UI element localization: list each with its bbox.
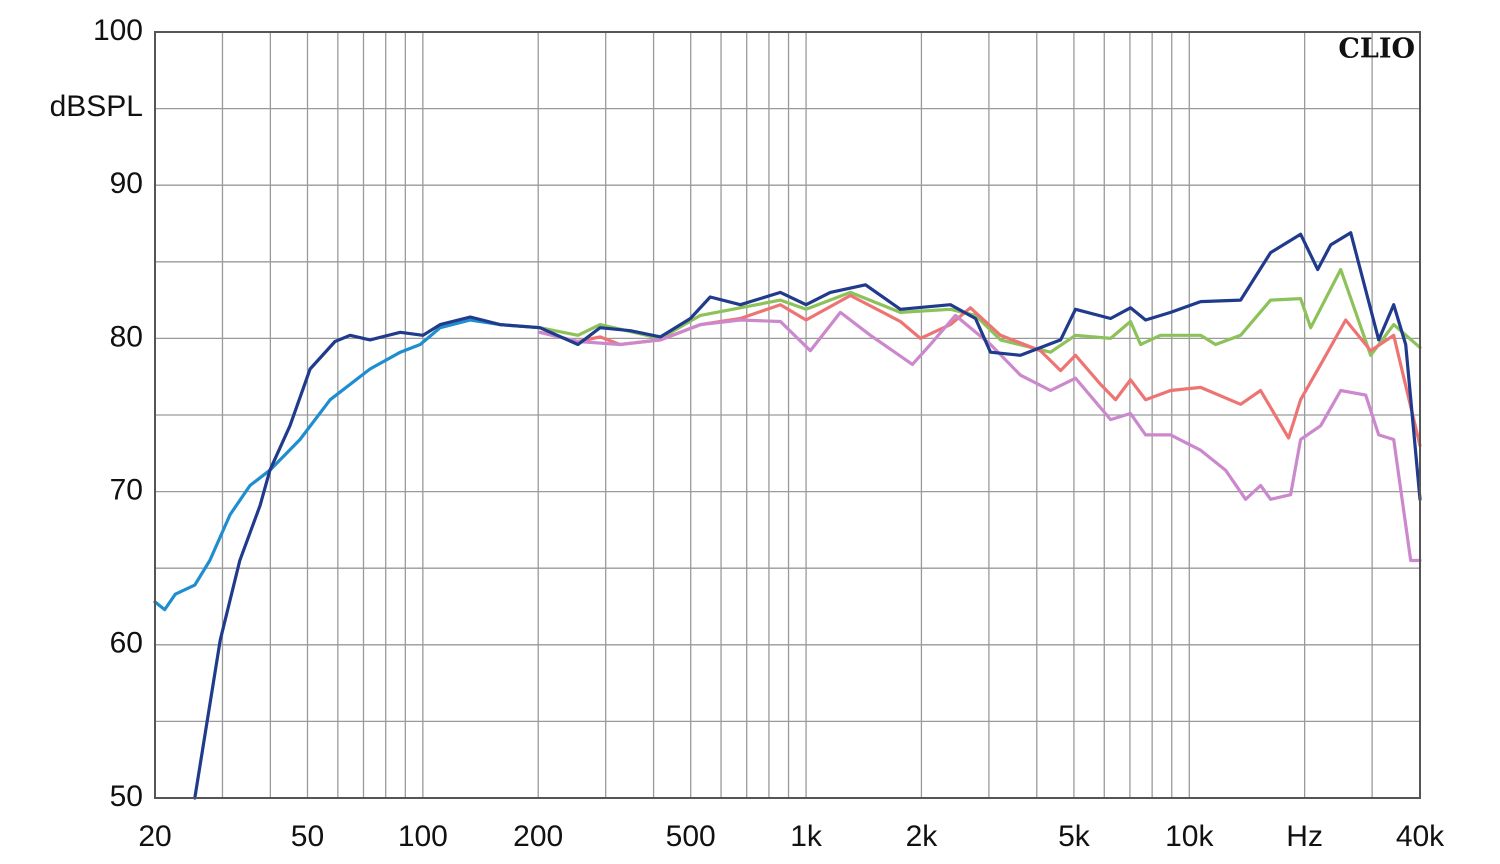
data-line <box>538 267 1422 357</box>
y-tick-label: 70 <box>110 474 143 507</box>
y-tick-label: 60 <box>110 627 143 660</box>
x-tick-label: 200 <box>513 820 563 853</box>
y-axis-label: dBSPL <box>50 90 143 123</box>
x-tick-label: 100 <box>398 820 448 853</box>
x-tick-label: 500 <box>666 820 716 853</box>
plot-frame <box>154 31 1421 799</box>
y-tick-label: 80 <box>110 320 143 353</box>
y-tick-label: 90 <box>110 167 143 200</box>
x-tick-label: 1k <box>790 820 823 853</box>
plot-lines <box>153 231 1422 800</box>
data-line <box>193 231 1422 800</box>
data-line <box>538 310 1422 563</box>
x-tick-label: 40k <box>1396 820 1445 853</box>
x-tick-label: 10k <box>1165 820 1214 853</box>
x-tick-label: 50 <box>291 820 324 853</box>
data-line <box>153 318 542 612</box>
y-tick-label: 50 <box>110 780 143 813</box>
x-tick-label: 20 <box>138 820 171 853</box>
x-tick-label: Hz <box>1286 820 1323 853</box>
x-tick-label: 5k <box>1058 820 1091 853</box>
y-tick-label: 100 <box>93 14 143 47</box>
watermark: CLIO <box>1338 34 1415 65</box>
x-tick-label: 2k <box>906 820 939 853</box>
